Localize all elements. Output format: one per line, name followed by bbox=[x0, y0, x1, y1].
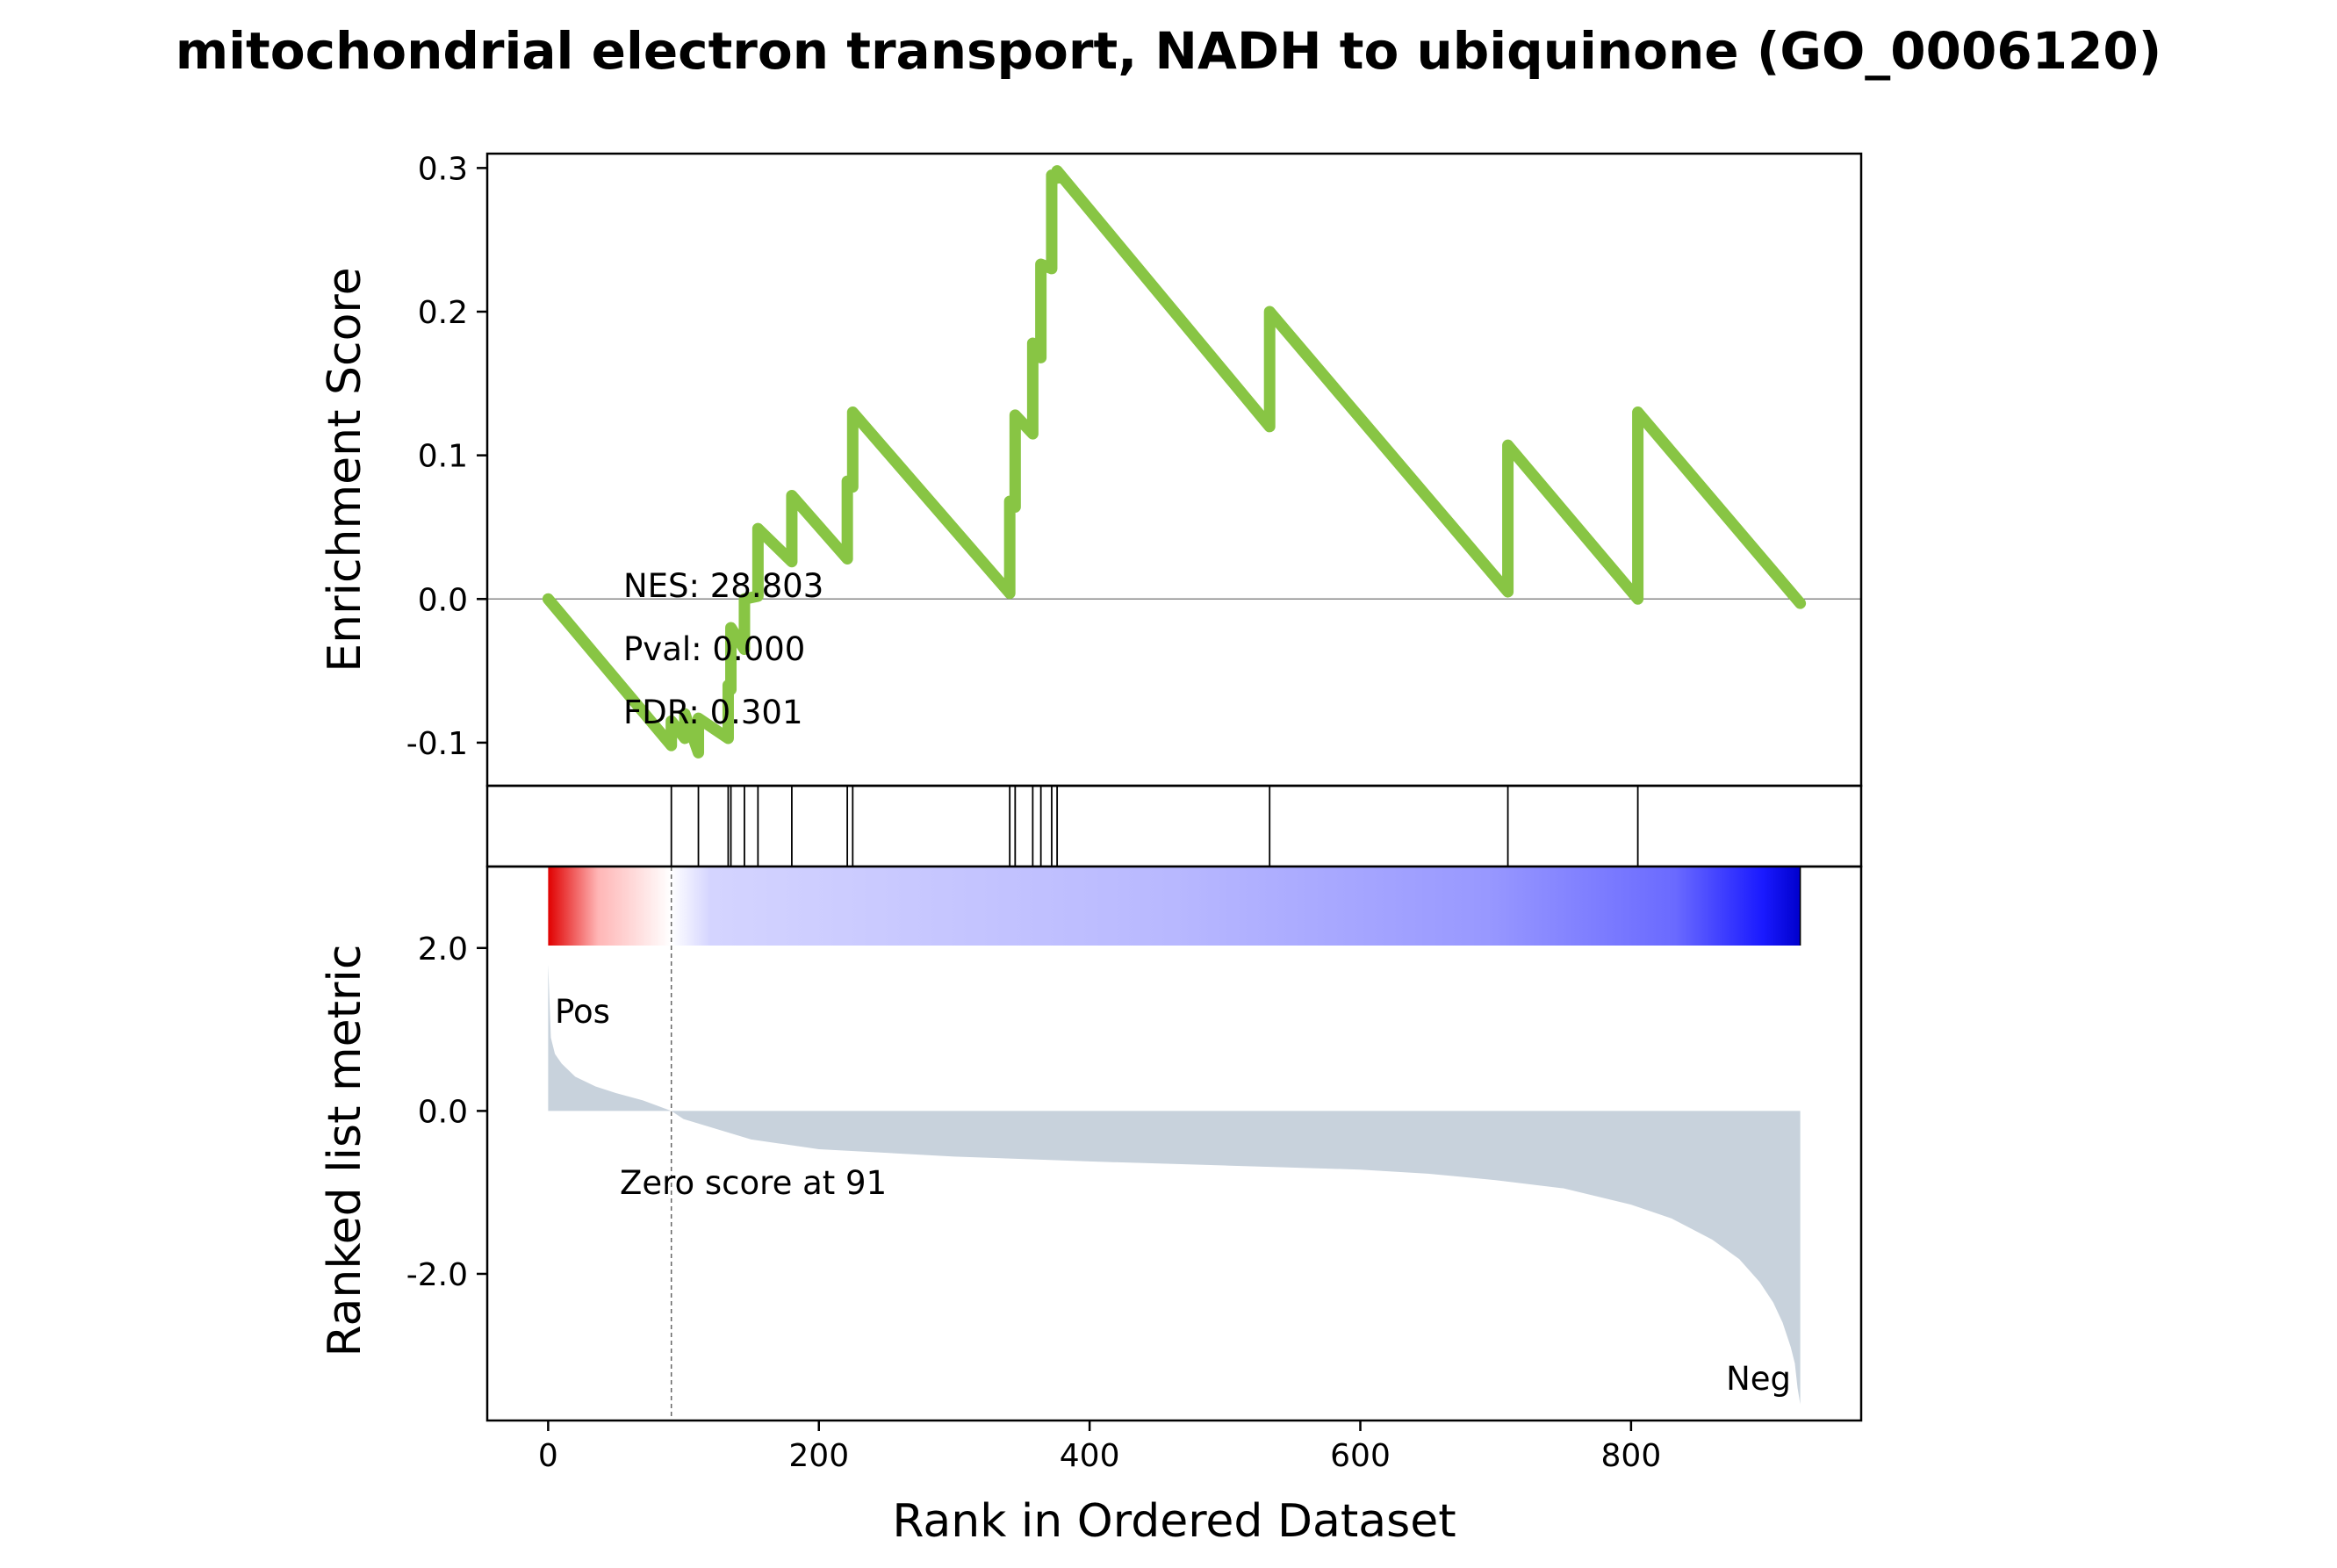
x-axis-label: Rank in Ordered Dataset bbox=[892, 1495, 1456, 1548]
x-tick-label: 0 bbox=[538, 1438, 558, 1474]
es-panel-frame bbox=[485, 152, 1863, 788]
zero-score-label: Zero score at 91 bbox=[620, 1164, 887, 1202]
es-y-axis-label: Enrichment Score bbox=[319, 267, 371, 672]
x-tick-label: 800 bbox=[1601, 1438, 1662, 1474]
enrichment-score-line bbox=[542, 165, 1807, 759]
hits-panel-frame bbox=[485, 784, 1863, 868]
es-y-tick-label: 0.0 bbox=[418, 582, 468, 618]
rank-y-axis-label: Ranked list metric bbox=[319, 945, 371, 1357]
rank-y-tick-label: 0.0 bbox=[418, 1094, 468, 1130]
ranked-metric-panel: -2.0 0.0 2.0 Pos Neg Zero score at 91 Rank… bbox=[319, 865, 1863, 1422]
chart-title: mitochondrial electron transport, NADH t… bbox=[176, 21, 2162, 81]
es-y-tick-label: 0.2 bbox=[418, 295, 468, 331]
es-y-tick-label: -0.1 bbox=[406, 726, 468, 762]
x-tick-label: 200 bbox=[788, 1438, 849, 1474]
x-tick-label: 400 bbox=[1060, 1438, 1120, 1474]
rank-panel-frame bbox=[485, 865, 1863, 1422]
hit-lines bbox=[670, 786, 1639, 867]
x-tick-label: 600 bbox=[1330, 1438, 1391, 1474]
neg-label: Neg bbox=[1726, 1360, 1791, 1398]
rank-color-bar bbox=[548, 867, 1801, 946]
rank-y-tick-label: 2.0 bbox=[418, 931, 468, 967]
fdr-stat: FDR: 0.301 bbox=[623, 694, 803, 731]
pos-label: Pos bbox=[555, 993, 610, 1031]
rank-y-tick-label: -2.0 bbox=[406, 1257, 468, 1293]
x-axis-ticks: 0 200 400 600 800 bbox=[538, 1421, 1661, 1474]
enrichment-score-panel: -0.1 0.0 0.1 0.2 0.3 NES: 28.803 Pval: 0.000… bbox=[319, 151, 1863, 788]
es-y-ticks: -0.1 0.0 0.1 0.2 0.3 bbox=[406, 151, 487, 762]
nes-stat: NES: 28.803 bbox=[623, 567, 823, 605]
ranked-metric-area bbox=[548, 964, 1801, 1405]
es-y-tick-label: 0.1 bbox=[418, 439, 468, 475]
gene-hits-panel bbox=[485, 784, 1863, 868]
pval-stat: Pval: 0.000 bbox=[623, 630, 805, 668]
rank-y-ticks: -2.0 0.0 2.0 bbox=[406, 931, 487, 1293]
es-y-tick-label: 0.3 bbox=[418, 151, 468, 187]
